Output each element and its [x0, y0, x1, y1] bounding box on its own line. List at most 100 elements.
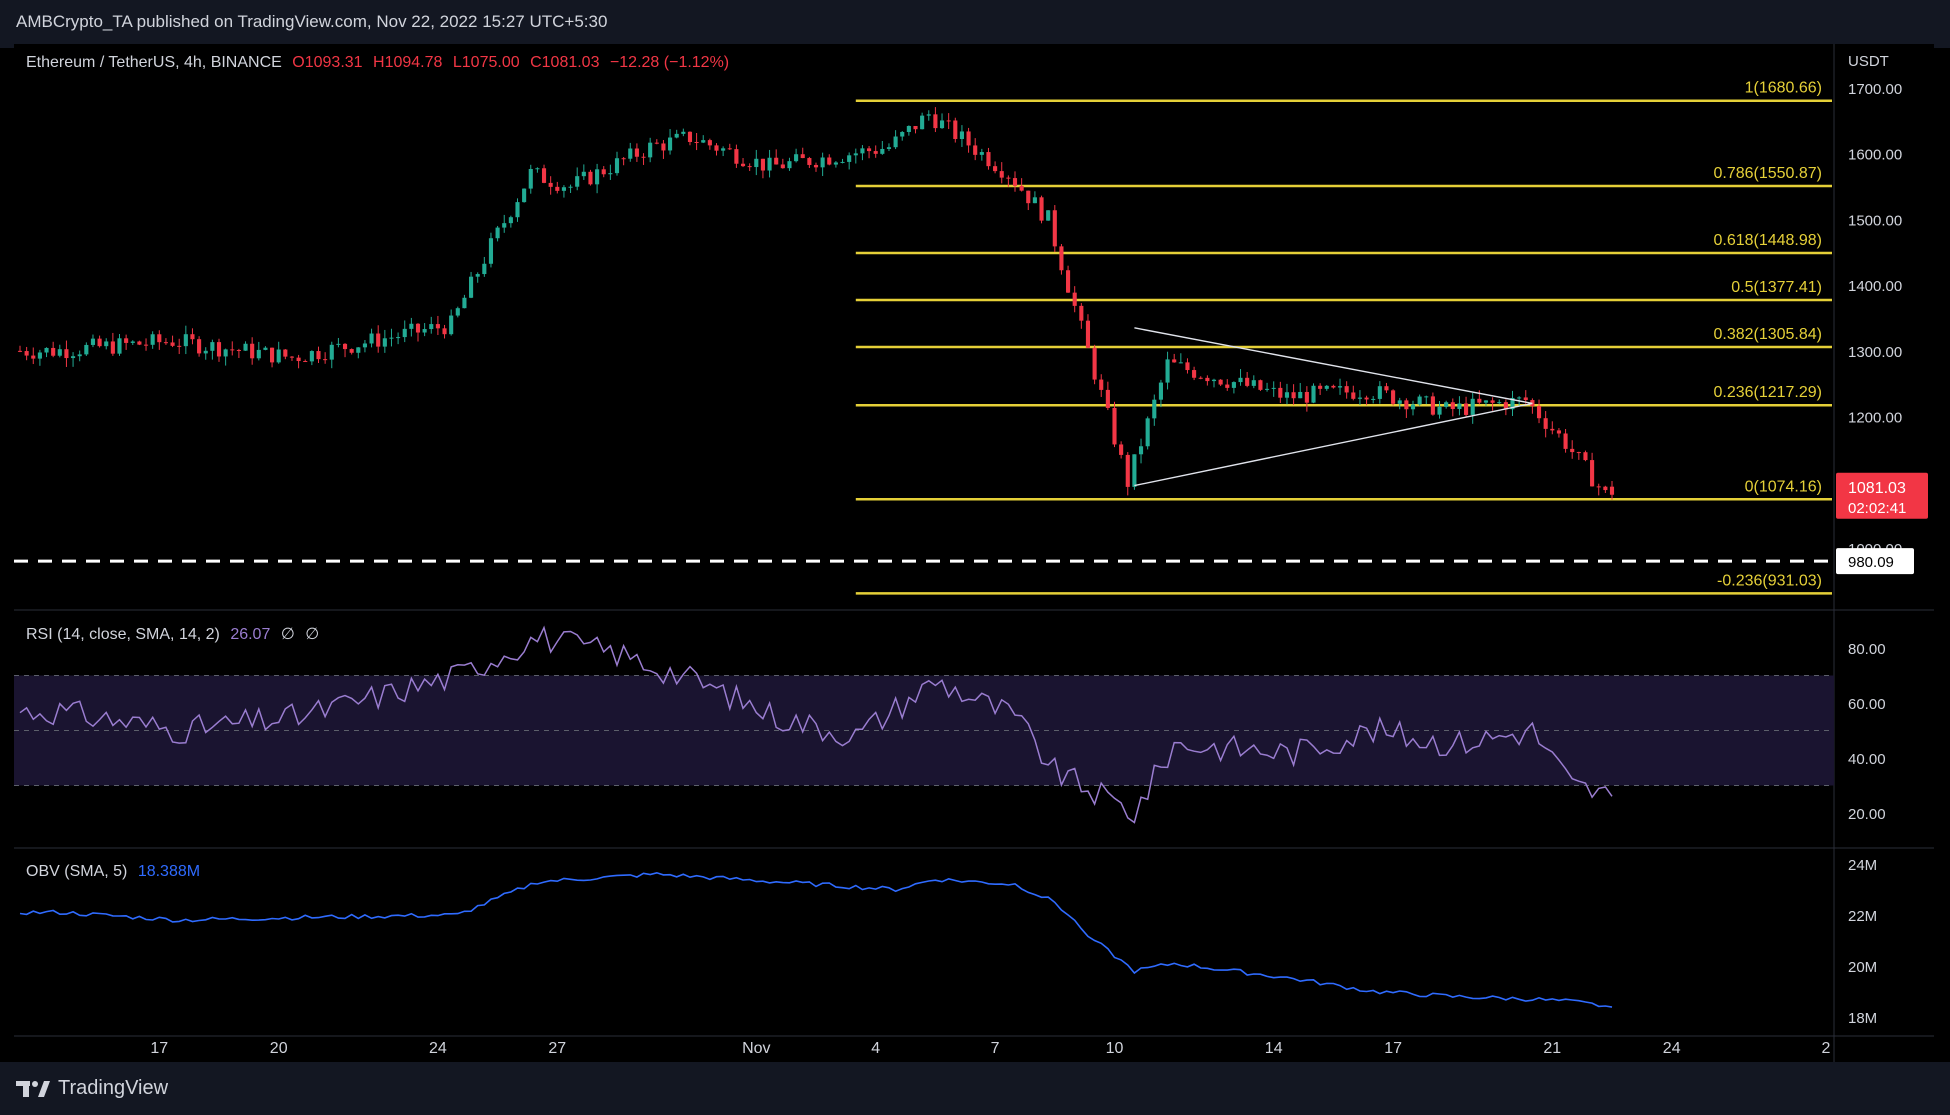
time-axis[interactable]: 17 20 24 27 Nov 4 7 10 14 17 21 24 2: [150, 1040, 1830, 1057]
candle-body: [356, 347, 361, 353]
rsi-tick-label: 60.00: [1848, 696, 1886, 713]
fibonacci-retracement[interactable]: 1(1680.66) 0.786(1550.87) 0.618(1448.98) 0.…: [855, 80, 1832, 595]
candle-body: [820, 157, 825, 168]
candle-body: [409, 323, 414, 329]
candle-body: [210, 342, 215, 351]
candle-body: [1510, 397, 1515, 410]
obv-tick-label: 20M: [1848, 959, 1877, 976]
time-tick-label: 17: [1384, 1040, 1402, 1057]
candle-body: [203, 350, 208, 354]
candle-body: [1046, 210, 1051, 221]
candle-body: [1318, 385, 1323, 389]
high-value: 1094.78: [384, 54, 443, 71]
candle-body: [1112, 407, 1117, 445]
candle-body: [873, 151, 878, 154]
candle-body: [1457, 403, 1462, 409]
candle-body: [628, 148, 633, 159]
candle-body: [24, 351, 29, 356]
candle-body: [707, 140, 712, 146]
obv-value: 18.388M: [137, 863, 201, 880]
candle-body: [296, 357, 301, 362]
candle-body: [329, 344, 334, 360]
rsi-tick-label: 80.00: [1848, 641, 1886, 658]
candle-body: [1437, 406, 1442, 415]
candle-body: [442, 328, 447, 335]
candle-body: [1258, 380, 1263, 390]
candle-body: [1377, 386, 1382, 399]
candle-body: [1483, 400, 1489, 403]
candle-body: [767, 157, 772, 171]
candle-body: [1238, 377, 1243, 383]
candle-body: [727, 148, 732, 150]
time-tick-label: 17: [150, 1040, 168, 1057]
candle-body: [1059, 246, 1064, 271]
candle-body: [1039, 197, 1044, 221]
candle-body: [1012, 178, 1018, 186]
candle-body: [1298, 391, 1303, 399]
rsi-extra-2: ∅: [305, 626, 320, 643]
rsi-pane[interactable]: 80.00 60.00 40.00 20.00: [14, 625, 1886, 824]
candle-body: [57, 349, 62, 356]
price-tick-label: 1300.00: [1848, 344, 1902, 361]
candle-body: [1556, 430, 1561, 434]
candle-body: [1371, 398, 1376, 400]
fib-level-label: 1(1680.66): [1745, 80, 1822, 97]
time-tick-label: 14: [1265, 1040, 1283, 1057]
candle-body: [807, 158, 812, 165]
candle-body: [681, 131, 686, 134]
candle-body: [1543, 418, 1548, 429]
candle-body: [1099, 379, 1104, 390]
candle-body: [422, 329, 427, 333]
candle-body: [760, 158, 765, 171]
candle-body: [1609, 486, 1615, 495]
price-tick-label: 1600.00: [1848, 147, 1902, 164]
candle-body: [84, 344, 89, 355]
candle-body: [787, 161, 792, 169]
candle-body: [1444, 402, 1449, 407]
candle-body: [309, 351, 314, 362]
candle-body: [528, 168, 533, 189]
candle-body: [979, 152, 984, 155]
candle-body: [780, 164, 785, 169]
fib-level-label: -0.236(931.03): [1717, 572, 1822, 589]
triangle-lower-line: [1134, 402, 1533, 487]
candle-body: [349, 349, 354, 353]
candle-body: [1251, 380, 1256, 386]
candle-body: [276, 349, 281, 363]
candle-body: [376, 333, 381, 347]
candle-body: [860, 148, 865, 154]
candle-body: [621, 158, 626, 160]
symbol-title: Ethereum / TetherUS, 4h, BINANCE: [26, 54, 282, 71]
candle-body: [216, 342, 222, 357]
candle-body: [157, 334, 162, 343]
candle-body: [389, 337, 394, 339]
candle-body: [342, 343, 348, 350]
rsi-legend: RSI (14, close, SMA, 14, 2) 26.07 ∅ ∅: [26, 624, 325, 644]
candle-body: [502, 223, 507, 228]
candle-body: [117, 338, 122, 354]
candle-body: [853, 153, 858, 156]
candle-body: [1231, 382, 1236, 388]
candle-body: [1357, 397, 1362, 399]
candle-body: [230, 349, 235, 351]
fib-level-label: 0.786(1550.87): [1713, 165, 1822, 182]
candle-body: [362, 343, 367, 348]
candle-body: [137, 341, 142, 345]
price-axis[interactable]: USDT 1700.00 1600.00 1500.00 1400.00 1300.00 1…: [1836, 53, 1928, 575]
tradingview-logo[interactable]: TradingView: [16, 1077, 168, 1100]
candle-body: [900, 131, 905, 137]
candle-body: [1324, 385, 1329, 389]
candle-body: [1152, 399, 1157, 419]
candle-body: [1583, 452, 1588, 461]
candle-body: [933, 114, 938, 129]
obv-pane[interactable]: 24M 22M 20M 18M: [19, 857, 1877, 1027]
candle-body: [44, 347, 49, 353]
candle-body: [661, 143, 666, 151]
candle-body: [800, 154, 805, 159]
candle-body: [1517, 397, 1522, 399]
candle-body: [1085, 320, 1091, 348]
candle-body: [1503, 402, 1508, 410]
candle-body: [774, 157, 779, 165]
triangle-pattern[interactable]: [1134, 327, 1533, 487]
